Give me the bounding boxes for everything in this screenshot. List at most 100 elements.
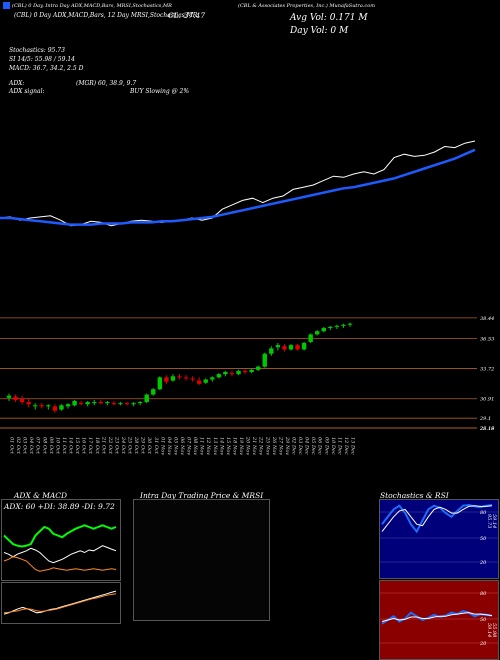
stoch-tick-label: 20 bbox=[479, 560, 487, 566]
candle-body bbox=[177, 376, 182, 378]
candle-body bbox=[282, 346, 287, 350]
date-tick-label: 07 Nov bbox=[186, 437, 192, 455]
date-tick-label: 27 Nov bbox=[277, 436, 283, 455]
stoch-panel bbox=[379, 499, 499, 579]
date-tick-label: 11 Dec bbox=[336, 437, 342, 455]
date-tick-label: 16 Oct bbox=[81, 437, 87, 455]
candle-body bbox=[255, 366, 261, 370]
date-tick-label: 04 Oct bbox=[28, 437, 34, 455]
mrsi-tick-label: 80 bbox=[480, 591, 487, 597]
date-tick-label: 13 Nov bbox=[212, 437, 218, 455]
candle-body bbox=[131, 403, 136, 405]
candle-body bbox=[229, 373, 235, 375]
day-vol: Day Vol: 0 M bbox=[290, 26, 349, 36]
mrsi-tick-label: 50 bbox=[480, 617, 487, 623]
date-tick-label: 19 Nov bbox=[238, 437, 244, 455]
date-tick-label: 11 Nov bbox=[199, 437, 205, 455]
candle-body bbox=[236, 370, 241, 375]
candle-body bbox=[223, 372, 228, 375]
level-label: 28.18 bbox=[479, 426, 494, 432]
candle-body bbox=[170, 376, 176, 381]
date-tick-label: 09 Oct bbox=[48, 437, 54, 455]
header-title-right: (CBL & Associates Properties, Inc.) Muna… bbox=[238, 3, 375, 9]
candle-body bbox=[341, 324, 346, 326]
date-tick-label: 01 Oct bbox=[9, 437, 15, 455]
date-tick-label: 18 Oct bbox=[94, 437, 100, 455]
candle-body bbox=[249, 369, 254, 372]
date-tick-label: 31 Oct bbox=[153, 437, 159, 455]
date-tick-label: 17 Oct bbox=[87, 437, 93, 455]
moving-average-line bbox=[0, 148, 476, 226]
mrsi-value-label: 55.98 bbox=[491, 623, 497, 637]
candle-body bbox=[59, 405, 64, 410]
date-tick-label: 15 Nov bbox=[225, 437, 231, 455]
date-tick-label: 02 Dec bbox=[290, 437, 296, 455]
candle-body bbox=[295, 345, 300, 350]
level-label: 30.91 bbox=[480, 397, 494, 403]
level-label: 36.53 bbox=[480, 336, 494, 342]
stoch-tick-label: 50 bbox=[480, 536, 487, 542]
date-tick-label: 05 Nov bbox=[172, 437, 178, 455]
candle-body bbox=[275, 345, 281, 348]
adx-panel-label: ADX: 60 +DI: 38.89 -DI: 9.72 bbox=[4, 502, 115, 511]
mrsi-tick-label: 20 bbox=[479, 641, 487, 647]
stoch-value-label: 95.73 bbox=[486, 514, 492, 528]
candle-body bbox=[301, 343, 307, 350]
date-tick-label: 22 Oct bbox=[107, 436, 113, 455]
candle-body bbox=[164, 377, 169, 382]
candle-body bbox=[315, 331, 320, 335]
date-tick-label: 20 Nov bbox=[245, 436, 251, 455]
macd-line: MACD: 36.7, 34.2, 2.5 D bbox=[9, 65, 84, 72]
date-tick-label: 08 Oct bbox=[41, 437, 47, 455]
candle-body bbox=[144, 394, 149, 403]
candle-body bbox=[288, 345, 294, 350]
candle-body bbox=[85, 402, 90, 405]
candle-body bbox=[13, 396, 18, 400]
date-tick-label: 07 Oct bbox=[35, 437, 41, 455]
candle-body bbox=[262, 353, 267, 367]
plus-di-line bbox=[3, 545, 117, 564]
candle-body bbox=[334, 325, 340, 327]
day-line: (CBL) 0 Day ADX,MACD,Bars, 12 Day MRSI,S… bbox=[14, 12, 198, 19]
date-tick-label: 21 Nov bbox=[251, 436, 257, 455]
signal-line bbox=[3, 593, 117, 614]
intraday-panel bbox=[133, 499, 270, 621]
candle-body bbox=[308, 334, 313, 342]
candle-body bbox=[92, 402, 97, 404]
candle-body bbox=[46, 405, 51, 407]
date-tick-label: 21 Oct bbox=[100, 436, 106, 455]
date-tick-label: 12 Nov bbox=[205, 437, 211, 455]
adx-macd-title: ADX & MACD bbox=[14, 491, 68, 500]
candle-body bbox=[203, 379, 208, 383]
date-tick-label: 06 Dec bbox=[317, 437, 323, 455]
date-tick-label: 29 Nov bbox=[284, 436, 290, 455]
date-tick-label: 05 Dec bbox=[310, 437, 316, 455]
mrsi-value-label: 59.14 bbox=[486, 623, 492, 637]
level-label: 28.19 bbox=[479, 426, 495, 432]
candle-body bbox=[210, 377, 215, 380]
candle-body bbox=[98, 402, 104, 404]
price-series-line bbox=[0, 140, 476, 227]
candle-body bbox=[19, 398, 25, 403]
adx-panel bbox=[1, 499, 121, 581]
stochastics-value: Stochastics: 95.73 bbox=[9, 47, 65, 54]
candle-body bbox=[328, 326, 333, 328]
stoch-tick-label: 80 bbox=[480, 510, 487, 516]
candle-body bbox=[111, 403, 117, 405]
date-tick-label: 29 Oct bbox=[140, 436, 146, 455]
level-label: 38.44 bbox=[480, 316, 494, 322]
candle-body bbox=[269, 348, 274, 354]
candle-body bbox=[6, 395, 12, 398]
date-tick-label: 04 Dec bbox=[304, 437, 310, 455]
date-tick-label: 03 Oct bbox=[22, 437, 28, 455]
adx-line bbox=[3, 524, 117, 548]
level-label: 29.1 bbox=[479, 416, 491, 422]
date-tick-label: 03 Dec bbox=[297, 437, 303, 455]
cl-line: CL: 37.47 bbox=[168, 11, 206, 20]
date-tick-label: 25 Nov bbox=[264, 436, 270, 455]
date-tick-label: 25 Oct bbox=[127, 436, 133, 455]
candle-body bbox=[65, 404, 71, 407]
intraday-title: Intra Day Trading Price & MRSI bbox=[140, 491, 264, 500]
buy-line: BUY Slowing @ 2% bbox=[130, 88, 190, 95]
price-line-chart bbox=[0, 140, 476, 227]
